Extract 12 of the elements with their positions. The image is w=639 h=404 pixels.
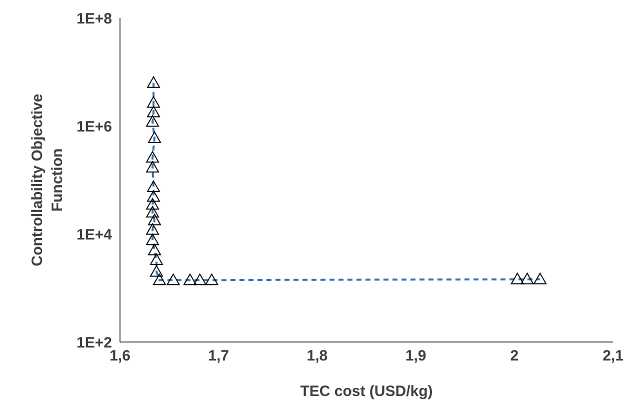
y-axis-title: Controllability Objective Function [29,94,66,266]
x-tick-label: 1,8 [306,348,328,365]
y-tick-label: 1E+4 [76,226,113,244]
x-tick-label: 1,6 [110,348,130,365]
x-axis-title: TEC cost (USD/kg) [300,383,433,400]
x-tick-label: 1,7 [208,348,230,365]
x-tick-label: 1,9 [405,348,426,365]
y-tick-label: 1E+8 [76,10,112,28]
x-tick-label: 2,1 [602,348,624,365]
y-tick-label: 1E+2 [76,334,112,352]
y-tick-label: 1E+6 [76,118,112,136]
x-tick-label: 2 [510,348,519,365]
